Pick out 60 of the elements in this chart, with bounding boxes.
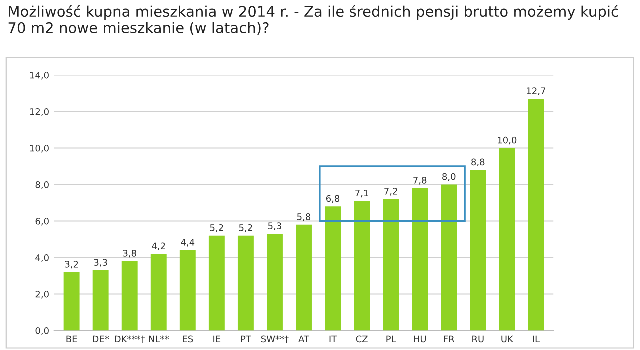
data-label: 5,3 (268, 222, 282, 230)
x-tick-label: FR (444, 336, 455, 342)
data-label: 5,8 (298, 214, 311, 222)
bar (412, 188, 428, 331)
x-tick-label: UK (502, 336, 514, 343)
y-tick-label: 10,0 (30, 144, 49, 153)
x-tick-label: PL (386, 336, 396, 342)
bar (64, 272, 80, 331)
y-tick-label: 8,0 (36, 181, 49, 190)
bar (266, 234, 283, 331)
x-tick-label: SW**† (261, 336, 289, 344)
data-label: 7,8 (414, 177, 427, 185)
data-label: 8,8 (472, 158, 485, 167)
data-label: 10,0 (498, 136, 517, 145)
bar (383, 199, 400, 331)
x-tick-label: AT (298, 336, 310, 342)
bar (441, 184, 458, 331)
bar (150, 254, 167, 331)
bar (528, 98, 544, 331)
data-label: 5,2 (239, 224, 252, 232)
data-label: 4,2 (152, 242, 166, 250)
y-tick-label: 2,0 (36, 290, 49, 299)
chart-title: Możliwość kupna mieszkania w 2014 r. - Za ile średnich pensji brutto możemy kupić 70 m2 nowe mieszkanie (w latach)? (8, 5, 618, 36)
data-label: 12,7 (527, 88, 546, 96)
x-tick-label: IE (214, 336, 221, 342)
data-label: 5,2 (210, 224, 224, 232)
data-label: 8,0 (442, 173, 456, 182)
bar (470, 170, 486, 331)
x-tick-label: PT (241, 336, 252, 342)
y-tick-label: 0,0 (36, 327, 49, 336)
data-label: 7,1 (356, 190, 368, 198)
x-tick-label: DK***† (115, 336, 146, 344)
data-label: 3,2 (65, 260, 78, 269)
x-tick-label: HU (414, 336, 426, 343)
bar (180, 250, 196, 331)
x-tick-label: NL** (149, 336, 170, 342)
x-tick-label: IL (533, 336, 540, 342)
y-tick-label: 14,0 (30, 72, 49, 80)
x-tick-label: ES (183, 336, 194, 343)
x-tick-label: CZ (356, 336, 368, 343)
x-tick-label: RU (472, 336, 484, 343)
x-tick-label: IT (330, 336, 338, 342)
bar (499, 148, 516, 331)
data-label: 6,8 (326, 195, 340, 204)
y-tick-label: 6,0 (36, 218, 49, 226)
data-label: 3,8 (123, 250, 136, 258)
data-label: 3,3 (94, 259, 108, 267)
data-label: 7,2 (384, 188, 398, 196)
bar (325, 206, 342, 331)
y-tick-label: 12,0 (30, 108, 49, 116)
y-tick-label: 4,0 (36, 254, 49, 262)
bar (354, 201, 370, 331)
x-tick-label: DE* (93, 336, 110, 342)
x-tick-label: BE (66, 336, 78, 342)
bar (92, 270, 109, 331)
bar (296, 224, 312, 331)
data-label: 4,4 (181, 239, 195, 247)
bar (122, 261, 138, 331)
bar (238, 236, 254, 331)
bar (208, 236, 225, 331)
